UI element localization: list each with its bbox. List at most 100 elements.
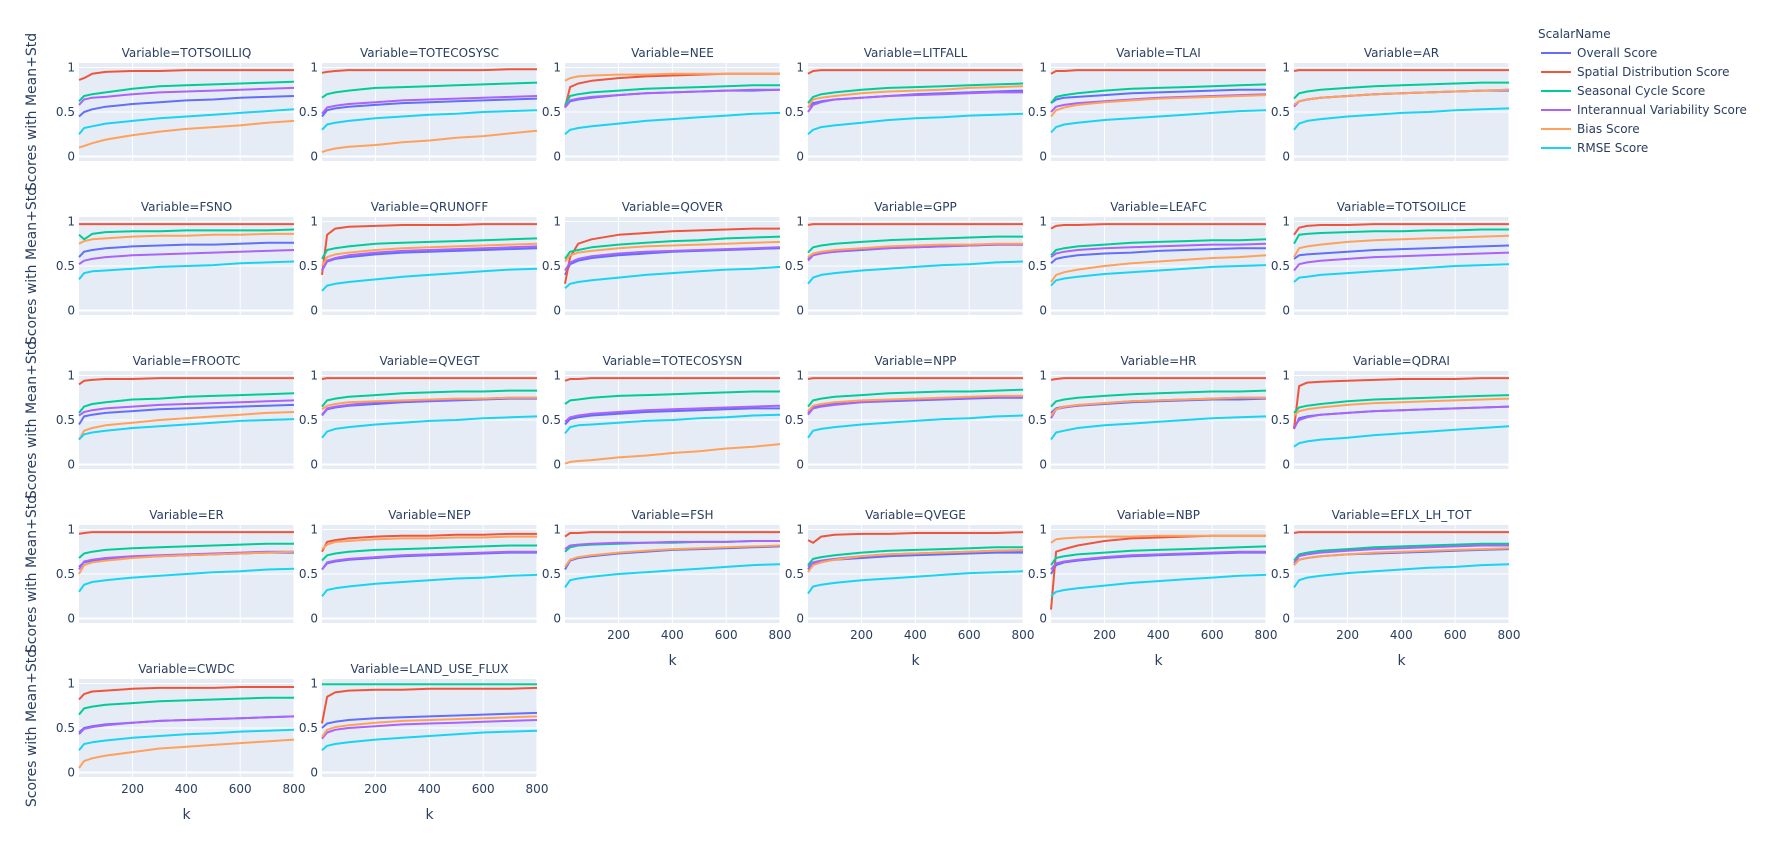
y-tick-label: 1 — [1039, 368, 1047, 382]
series-line-fsno-seasonal-cycle-score — [78, 228, 295, 241]
y-tick-label: 0 — [796, 458, 804, 472]
series-line-totsoilliq-spatial-distribution-score — [78, 69, 294, 81]
panel-title: Variable=HR — [1120, 354, 1196, 368]
series-line-qdrai-seasonal-cycle-score — [1293, 394, 1510, 414]
series-line-er-bias-score — [78, 550, 295, 575]
series-line-leafc-spatial-distribution-score — [1050, 223, 1266, 230]
series-line-qvege-bias-score — [807, 548, 1024, 573]
series-line-land-use-flux-spatial-distribution-score — [321, 686, 538, 724]
x-tick-label: 800 — [1012, 628, 1035, 642]
y-tick-label: 0 — [310, 612, 318, 626]
series-line-nee-rmse-score — [564, 111, 781, 136]
y-tick-label: 0.5 — [542, 567, 561, 581]
series-line-qvegt-rmse-score — [321, 415, 538, 439]
series-line-land-use-flux-overall-score — [321, 711, 538, 729]
series-line-totsoilice-bias-score — [1293, 234, 1510, 258]
y-tick-label: 1 — [310, 214, 318, 228]
y-tick-label: 1 — [1039, 214, 1047, 228]
y-tick-label: 1 — [1282, 214, 1290, 228]
series-line-frootc-interannual-variability-score — [78, 399, 295, 417]
series-line-totecosysn-spatial-distribution-score — [564, 377, 780, 382]
series-line-hr-bias-score — [1050, 396, 1266, 417]
y-tick-label: 0.5 — [1271, 567, 1290, 581]
series-line-land-use-flux-bias-score — [321, 715, 538, 738]
series-line-qrunoff-seasonal-cycle-score — [321, 237, 538, 260]
y-tick-label: 1 — [796, 60, 804, 74]
legend-item-label: Bias Score — [1577, 122, 1640, 136]
series-line-nep-interannual-variability-score — [321, 550, 537, 571]
y-tick-label: 0 — [1039, 150, 1047, 164]
series-line-frootc-seasonal-cycle-score — [78, 392, 295, 414]
y-tick-label: 0 — [1039, 612, 1047, 626]
y-tick-label: 0 — [1282, 304, 1290, 318]
panel-title: Variable=QVEGE — [865, 508, 966, 522]
series-line-er-rmse-score — [78, 567, 295, 593]
series-line-qrunoff-spatial-distribution-score — [321, 223, 537, 276]
series-line-nbp-seasonal-cycle-score — [1050, 545, 1267, 566]
y-tick-label: 0 — [1039, 458, 1047, 472]
series-line-fsno-rmse-score — [78, 260, 295, 281]
panel-title: Variable=AR — [1364, 46, 1439, 60]
y-tick-label: 0.5 — [56, 567, 75, 581]
series-line-fsh-spatial-distribution-score — [564, 531, 780, 538]
panel-title: Variable=NBP — [1117, 508, 1200, 522]
series-line-qvege-spatial-distribution-score — [807, 531, 1024, 544]
series-line-gpp-rmse-score — [807, 260, 1024, 285]
y-tick-label: 0.5 — [299, 105, 318, 119]
series-line-totecosysc-seasonal-cycle-score — [321, 81, 538, 99]
y-tick-label: 0.5 — [542, 413, 561, 427]
x-tick-label: 600 — [958, 628, 981, 642]
y-tick-label: 1 — [310, 60, 318, 74]
y-tick-label: 1 — [67, 368, 75, 382]
y-axis-title: Scores with Mean+Std — [24, 495, 40, 653]
y-axis-title: Scores with Mean+Std — [24, 649, 40, 807]
series-line-leafc-seasonal-cycle-score — [1050, 238, 1267, 256]
series-line-cwdc-interannual-variability-score — [78, 715, 295, 735]
panel-title: Variable=FSNO — [141, 200, 232, 214]
panel-title: Variable=NPP — [874, 354, 956, 368]
series-line-frootc-bias-score — [78, 411, 295, 441]
y-tick-label: 0.5 — [56, 721, 75, 735]
x-tick-label: 800 — [283, 782, 306, 796]
x-axis-title: k — [425, 807, 434, 823]
series-line-qover-seasonal-cycle-score — [564, 235, 781, 260]
series-line-leafc-rmse-score — [1050, 264, 1267, 287]
y-tick-label: 1 — [1039, 522, 1047, 536]
x-tick-label: 800 — [1255, 628, 1278, 642]
series-line-tlai-overall-score — [1050, 88, 1266, 104]
series-line-tlai-rmse-score — [1050, 109, 1267, 134]
y-tick-label: 1 — [67, 214, 75, 228]
panel-title: Variable=NEP — [388, 508, 470, 522]
x-tick-label: 200 — [1336, 628, 1359, 642]
y-tick-label: 1 — [67, 522, 75, 536]
series-line-cwdc-bias-score — [78, 738, 295, 769]
x-tick-label: 600 — [715, 628, 738, 642]
y-axis-title: Scores with Mean+Std — [24, 187, 40, 345]
panel-title: Variable=FSH — [632, 508, 714, 522]
series-line-nep-rmse-score — [321, 573, 538, 597]
y-tick-label: 0 — [796, 150, 804, 164]
series-line-litfall-bias-score — [807, 85, 1024, 109]
y-tick-label: 0 — [1282, 612, 1290, 626]
y-tick-label: 0.5 — [785, 105, 804, 119]
series-line-totecosysn-seasonal-cycle-score — [564, 390, 780, 405]
legend-item-label: Interannual Variability Score — [1577, 103, 1747, 117]
y-tick-label: 1 — [1282, 60, 1290, 74]
x-tick-label: 200 — [364, 782, 387, 796]
series-line-cwdc-spatial-distribution-score — [78, 686, 294, 701]
series-line-hr-seasonal-cycle-score — [1050, 389, 1267, 408]
y-tick-label: 0.5 — [56, 259, 75, 273]
series-line-hr-spatial-distribution-score — [1050, 377, 1266, 381]
y-tick-label: 0 — [310, 458, 318, 472]
series-line-land-use-flux-interannual-variability-score — [321, 719, 538, 740]
x-tick-label: 200 — [850, 628, 873, 642]
y-tick-label: 0 — [553, 304, 561, 318]
panel-title: Variable=FROOTC — [133, 354, 241, 368]
series-line-qrunoff-rmse-score — [321, 267, 538, 292]
y-tick-label: 1 — [553, 60, 561, 74]
x-axis-title: k — [182, 807, 191, 823]
y-tick-label: 0 — [553, 150, 561, 164]
series-line-totsoilliq-bias-score — [78, 119, 295, 149]
y-tick-label: 0 — [67, 304, 75, 318]
series-line-litfall-seasonal-cycle-score — [807, 82, 1024, 104]
